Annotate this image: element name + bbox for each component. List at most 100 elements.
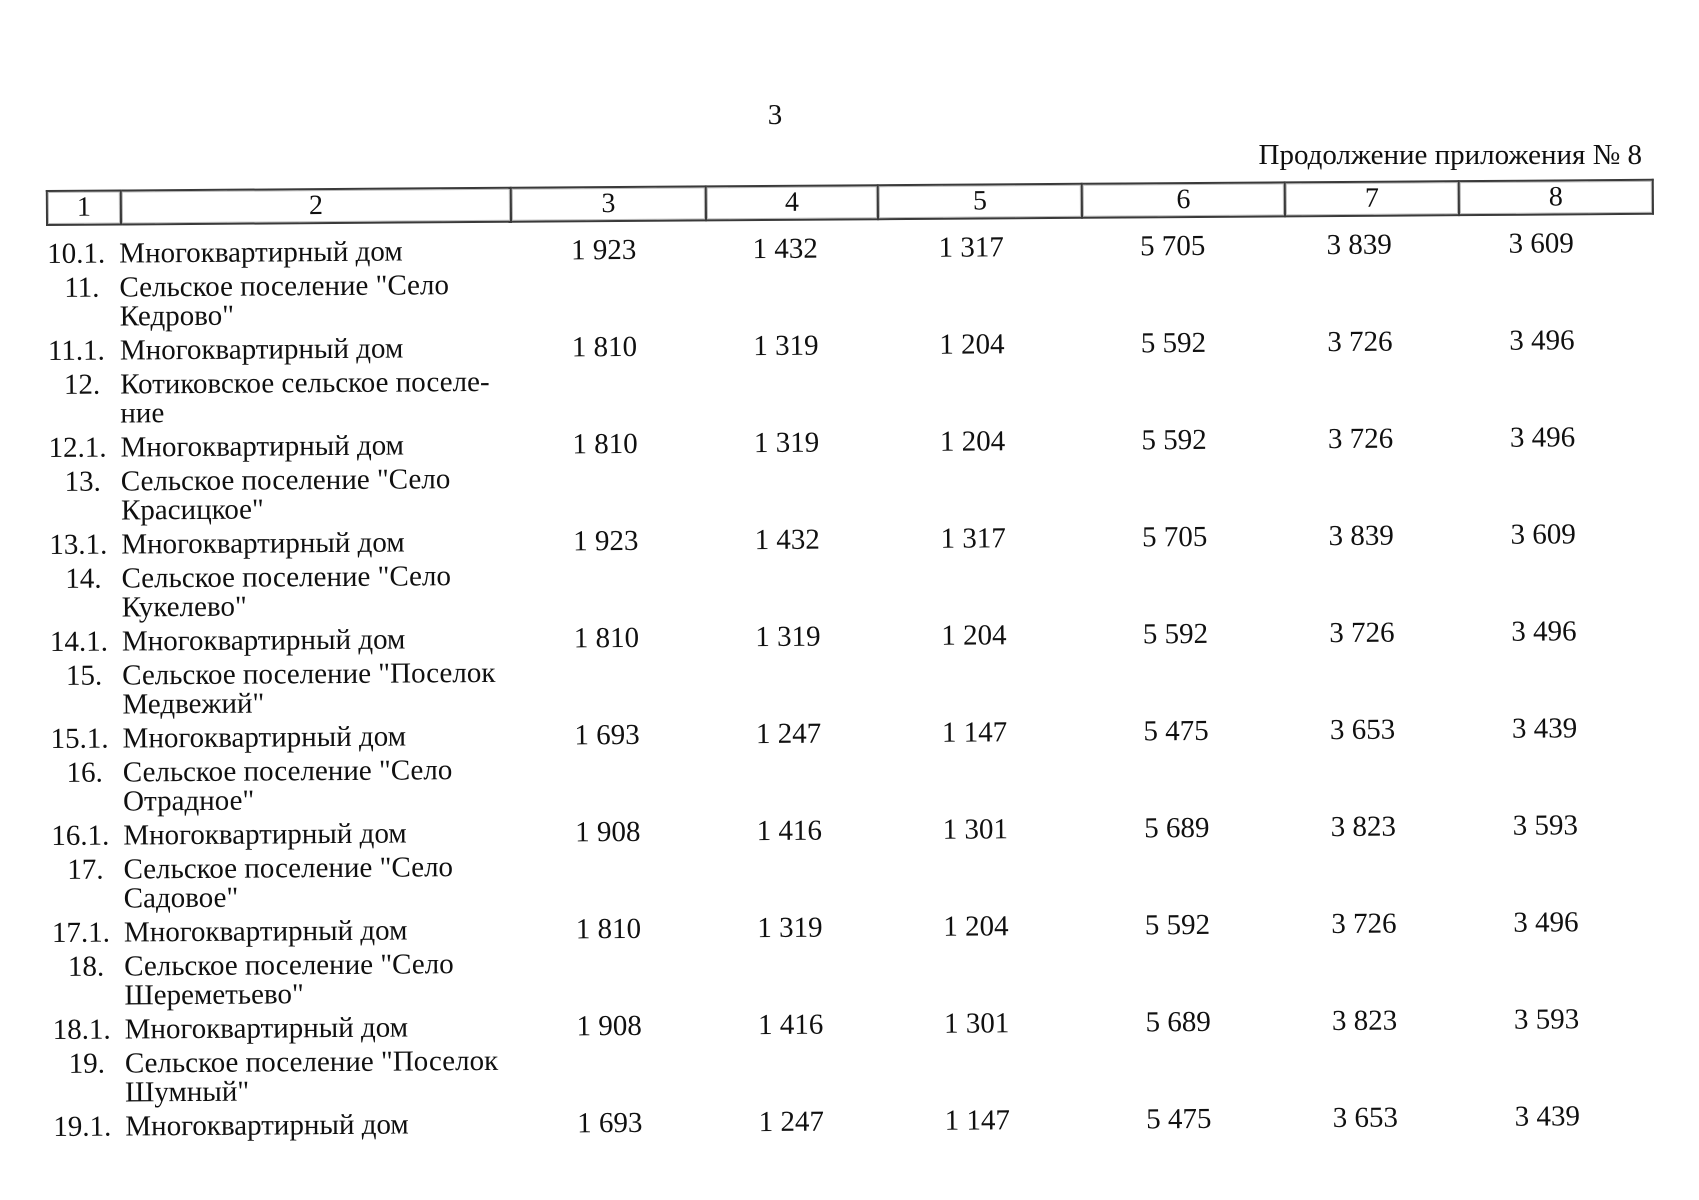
row-number-cell: 15.: [65, 659, 103, 692]
column-header-8: 8: [1458, 179, 1653, 216]
row-value-cell-3: [513, 1045, 706, 1104]
row-number-cell: 19.1.: [53, 1110, 112, 1143]
row-value-cell-3: [510, 657, 703, 716]
row-value-cell-3: 1 810: [572, 427, 638, 461]
row-value-cell-6: 5 475: [1146, 1102, 1212, 1136]
table-row: 19.1. Многоквартирный дом 1 693 1 247 1 …: [53, 1100, 1643, 1143]
row-value-cell-4: 1 319: [757, 911, 823, 945]
row-value-cell-7: 3 726: [1327, 422, 1394, 456]
row-value-cell-6: [1076, 750, 1277, 809]
column-header-2: 2: [120, 187, 512, 225]
row-value-cell-3: [509, 463, 702, 522]
row-name-cell: Сельское поселение "Село Садовое": [123, 851, 511, 914]
row-value-cell-3: [511, 754, 704, 813]
row-value-cell-8: 3 439: [1511, 712, 1578, 745]
row-name-cell: Многоквартирный дом: [119, 236, 507, 270]
header-row: 1 2 3 4 5 6 7 8: [46, 179, 1653, 226]
table-row: 18. Сельское поселение "Село Шереметьево": [52, 942, 1642, 1011]
row-value-cell-5: 1 204: [941, 619, 1007, 652]
row-name-cell: Сельское поселение "Село Красицкое": [120, 463, 509, 526]
row-name-cell: Многоквартирный дом: [125, 1012, 513, 1046]
row-number-cell: 16.1.: [51, 819, 110, 852]
row-value-cell-7: 3 839: [1328, 519, 1394, 553]
row-value-cell-7: [1274, 361, 1446, 420]
row-value-cell-7: [1277, 749, 1449, 808]
row-value-cell-6: [1074, 556, 1275, 615]
column-header-6: 6: [1081, 182, 1286, 218]
row-name-cell: Многоквартирный дом: [120, 333, 508, 367]
table-row: 13. Сельское поселение "Село Красицкое": [49, 457, 1639, 526]
table-row: 11. Сельское поселение "Село Кедрово": [47, 263, 1637, 332]
row-number-cell: 12.: [63, 368, 101, 401]
row-value-cell-3: [511, 851, 704, 910]
row-value-cell-3: [508, 366, 701, 425]
table-row: 16.1. Многоквартирный дом 1 908 1 416 1 …: [51, 809, 1641, 852]
row-value-cell-8: [1448, 651, 1640, 710]
row-value-cell-5: 1 301: [942, 813, 1009, 846]
row-value-cell-4: [704, 850, 874, 909]
row-value-cell-3: 1 908: [575, 815, 641, 849]
row-value-cell-6: [1072, 265, 1273, 324]
row-value-cell-3: [507, 269, 700, 328]
row-name-line: Котиковское сельское поселе-: [120, 365, 490, 401]
row-value-cell-4: [700, 268, 870, 327]
row-name-cell: Сельское поселение "Село Шереметьево": [124, 948, 512, 1011]
row-number-cell: 18.: [67, 950, 105, 983]
row-name-cell: Сельское поселение "Поселок Шумный": [125, 1045, 513, 1109]
row-value-cell-5: 1 147: [944, 1104, 1011, 1137]
row-value-cell-8: [1451, 1039, 1643, 1098]
row-value-cell-7: [1273, 264, 1445, 323]
row-value-cell-5: [876, 1043, 1078, 1102]
row-value-cell-5: 1 317: [940, 522, 1006, 555]
row-value-cell-7: 3 653: [1329, 713, 1396, 747]
row-name-line: Сельское поселение "Поселок: [122, 656, 496, 692]
row-value-cell-5: [870, 267, 1072, 326]
row-number-cell: 11.: [64, 271, 100, 304]
row-value-cell-7: 3 653: [1332, 1101, 1399, 1135]
row-number-cell: 15.1.: [50, 722, 109, 755]
row-name-line: Многоквартирный дом: [123, 914, 408, 949]
row-number-cell: 17.: [67, 853, 104, 886]
row-number-cell: 17.1.: [51, 916, 111, 949]
appendix-continuation-note: Продолжение приложения № 8: [1258, 139, 1643, 171]
row-name-line: Сельское поселение "Село: [122, 754, 453, 789]
row-value-cell-7: [1275, 458, 1447, 517]
row-name-cell: Многоквартирный дом: [120, 430, 508, 464]
row-value-cell-4: 1 247: [755, 717, 822, 751]
row-name-line: Медвежий": [122, 687, 265, 721]
row-value-cell-5: 1 204: [939, 328, 1005, 361]
row-value-cell-3: 1 693: [574, 718, 640, 752]
row-value-cell-4: [706, 1044, 876, 1103]
row-value-cell-5: 1 204: [939, 425, 1006, 458]
row-number-cell: 13.: [64, 465, 101, 498]
row-value-cell-3: [509, 560, 702, 619]
row-value-cell-6: [1076, 847, 1277, 906]
table-row: 11.1. Многоквартирный дом 1 810 1 319 1 …: [47, 324, 1638, 368]
row-name-line: Кедрово": [119, 299, 235, 333]
row-value-cell-8: [1447, 554, 1639, 613]
row-value-cell-6: 5 592: [1142, 617, 1209, 651]
row-value-cell-7: [1276, 652, 1448, 711]
row-value-cell-4: 1 416: [756, 814, 823, 848]
row-number-cell: 12.1.: [48, 431, 107, 465]
row-name-cell: Многоквартирный дом: [123, 914, 512, 949]
row-value-cell-7: [1279, 1040, 1451, 1099]
row-value-cell-8: 3 593: [1512, 809, 1578, 842]
row-name-cell: Многоквартирный дом: [121, 526, 509, 561]
table-row: 14.1. Многоквартирный дом 1 810 1 319 1 …: [50, 615, 1640, 658]
row-value-cell-8: 3 593: [1513, 1003, 1580, 1036]
row-name-line: Многоквартирный дом: [121, 526, 405, 561]
row-value-cell-5: [871, 364, 1073, 423]
row-value-cell-5: [874, 752, 1076, 811]
row-value-cell-6: [1075, 653, 1276, 712]
row-number-cell: 11.1.: [47, 334, 105, 368]
row-value-cell-4: 1 416: [757, 1008, 824, 1042]
row-value-cell-7: 3 726: [1327, 325, 1393, 359]
page-number: 3: [767, 99, 783, 131]
row-value-cell-8: [1449, 748, 1641, 807]
row-value-cell-3: 1 810: [573, 621, 640, 655]
row-value-cell-4: 1 319: [755, 620, 821, 654]
row-name-cell: Многоквартирный дом: [123, 721, 511, 755]
row-name-line: Сельское поселение "Село: [120, 463, 451, 498]
row-value-cell-3: 1 923: [570, 233, 637, 267]
